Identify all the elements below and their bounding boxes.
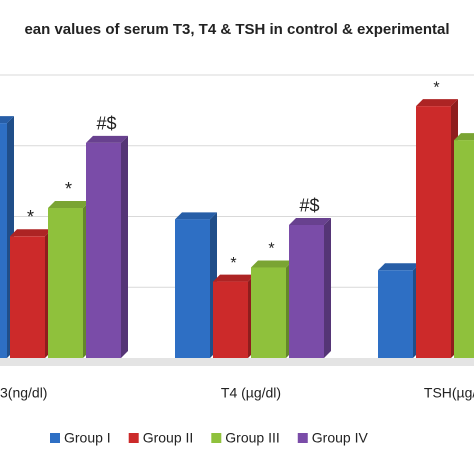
- bar-top: [48, 201, 90, 209]
- bar: [86, 142, 121, 358]
- bar-top: [86, 135, 128, 143]
- bar-top: [289, 217, 331, 225]
- bar: [213, 281, 248, 358]
- bar-top: [416, 99, 458, 107]
- x-tick-label: TSH(µg/d: [424, 385, 474, 401]
- bar: [378, 270, 413, 358]
- bar-annotation: *: [433, 79, 439, 96]
- legend-label: Group I: [64, 430, 111, 446]
- bar: [48, 208, 83, 358]
- legend-swatch: [211, 433, 222, 443]
- bar-top: [10, 229, 52, 237]
- legend-swatch: [128, 433, 139, 443]
- bar-annotation: *: [268, 241, 274, 258]
- bar-top: [378, 263, 420, 271]
- bar-top: [175, 212, 217, 220]
- bar-annotation: *: [230, 255, 236, 272]
- x-tick-label: 3(ng/dl): [0, 385, 47, 401]
- bar: [416, 106, 451, 358]
- bar-top: [454, 133, 474, 141]
- bar-top: [213, 274, 255, 282]
- legend-swatch: [50, 433, 60, 443]
- bar: [289, 224, 324, 358]
- bar-annotation: *: [65, 179, 72, 199]
- bar: [175, 219, 210, 358]
- legend-label: Group III: [225, 430, 279, 446]
- x-tick-label: T4 (µg/dl): [221, 385, 281, 401]
- legend-label: Group II: [143, 430, 194, 446]
- bar-side: [121, 135, 128, 358]
- bar: [0, 123, 7, 358]
- bar-top: [251, 260, 293, 268]
- bar: [454, 140, 474, 358]
- legend-label: Group IV: [312, 430, 369, 446]
- bar-side: [324, 217, 331, 358]
- legend-swatch: [297, 433, 308, 443]
- bar-annotation: *: [27, 207, 34, 227]
- floor: [0, 358, 474, 366]
- chart-title: ean values of serum T3, T4 & TSH in cont…: [24, 21, 449, 38]
- bar: [251, 267, 286, 358]
- bar-annotation: #$: [299, 196, 319, 216]
- bar: [10, 236, 45, 358]
- bar-annotation: #$: [96, 114, 116, 134]
- bar-top: [0, 116, 14, 124]
